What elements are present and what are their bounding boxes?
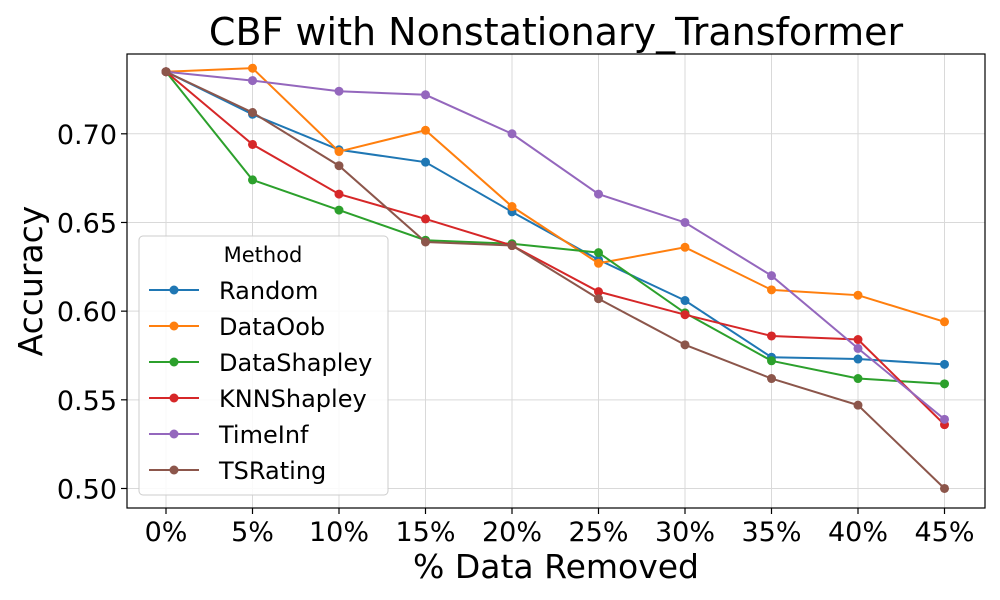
legend-item-knnshapley: KNNShapley: [149, 385, 367, 413]
data-point-timeinf: [767, 271, 776, 281]
data-point-knnshapley: [334, 189, 344, 199]
legend: Method Random DataOob DataShapley KNNShaple…: [138, 235, 389, 496]
data-point-timeinf: [594, 189, 603, 199]
data-point-timeinf: [940, 414, 949, 424]
chart-title: CBF with Nonstationary_Transformer: [209, 10, 904, 54]
series-tsrating: [161, 67, 949, 493]
x-tick-label: 35%: [741, 517, 801, 548]
data-point-timeinf: [507, 129, 517, 139]
legend-label: DataShapley: [219, 349, 372, 377]
legend-item-tsrating: TSRating: [149, 457, 326, 485]
data-point-timeinf: [680, 217, 690, 227]
data-point-datashapley: [594, 248, 603, 258]
data-point-knnshapley: [248, 139, 257, 149]
x-tick-label: 15%: [395, 517, 455, 548]
series-line-knnshapley: [165, 70, 946, 426]
x-axis-label: % Data Removed: [413, 547, 699, 586]
data-point-random: [680, 296, 690, 306]
y-tick-label: 0.65: [57, 208, 117, 239]
data-point-random: [853, 354, 863, 364]
x-tick-label: 30%: [655, 517, 715, 548]
legend-title: Method: [224, 243, 303, 267]
y-axis-label: Accuracy: [11, 206, 50, 357]
data-point-tsrating: [248, 108, 257, 118]
x-axis-ticks: 0% 5% 10% 15% 20% 25% 30% 35% 40% 45%: [145, 508, 975, 548]
data-point-timeinf: [853, 343, 863, 353]
legend-item-random: Random: [149, 277, 318, 305]
data-point-datashapley: [853, 374, 863, 384]
legend-label: KNNShapley: [219, 385, 367, 413]
x-tick-label: 25%: [568, 517, 628, 548]
y-tick-label: 0.55: [57, 386, 117, 417]
data-point-tsrating: [940, 483, 949, 493]
data-point-random: [421, 157, 430, 167]
data-point-datashapley: [767, 356, 776, 366]
legend-swatch-marker: [169, 285, 179, 295]
legend-item-datashapley: DataShapley: [149, 349, 372, 377]
series-line-dataoob: [165, 67, 945, 323]
legend-item-dataoob: DataOob: [149, 313, 325, 341]
data-point-knnshapley: [594, 287, 603, 297]
series-line-tsrating: [165, 70, 946, 490]
x-tick-label: 5%: [231, 517, 274, 548]
data-point-knnshapley: [421, 214, 430, 224]
legend-swatch-marker: [169, 429, 179, 439]
data-point-dataoob: [767, 285, 776, 295]
data-point-timeinf: [421, 90, 430, 100]
data-point-datashapley: [334, 205, 344, 215]
legend-label: Random: [219, 277, 318, 305]
legend-item-timeinf: TimeInf: [149, 421, 309, 449]
x-tick-label: 45%: [914, 517, 974, 548]
data-point-tsrating: [767, 374, 776, 384]
data-point-knnshapley: [853, 335, 863, 345]
legend-label: DataOob: [219, 313, 325, 341]
legend-label: TSRating: [218, 457, 326, 485]
x-tick-label: 20%: [482, 517, 542, 548]
data-point-timeinf: [334, 86, 344, 96]
series-line-datashapley: [165, 71, 945, 385]
series-layer: [161, 63, 949, 493]
data-point-knnshapley: [680, 310, 690, 320]
data-point-tsrating: [161, 67, 171, 77]
data-point-dataoob: [507, 202, 517, 212]
data-point-tsrating: [421, 237, 430, 247]
data-point-datashapley: [248, 175, 257, 185]
data-point-dataoob: [680, 242, 690, 252]
data-point-tsrating: [853, 400, 863, 410]
series-line-timeinf: [165, 70, 946, 421]
x-tick-label: 40%: [828, 517, 888, 548]
y-tick-label: 0.70: [57, 120, 117, 151]
x-tick-label: 0%: [145, 517, 188, 548]
data-point-dataoob: [248, 63, 257, 73]
x-tick-label: 10%: [309, 517, 369, 548]
y-tick-label: 0.50: [57, 474, 117, 505]
legend-box: [138, 235, 389, 496]
data-point-random: [940, 359, 949, 369]
legend-swatch-marker: [169, 393, 179, 403]
y-axis-ticks: 0.50 0.55 0.60 0.65 0.70: [57, 120, 127, 505]
legend-swatch-marker: [169, 321, 179, 331]
data-point-timeinf: [248, 76, 257, 86]
data-point-dataoob: [853, 290, 863, 300]
data-point-tsrating: [594, 294, 603, 304]
y-tick-label: 0.60: [57, 297, 117, 328]
data-point-datashapley: [940, 379, 949, 389]
data-point-tsrating: [680, 340, 690, 350]
plot-frame: [126, 53, 986, 509]
data-point-dataoob: [940, 317, 949, 327]
data-point-tsrating: [507, 241, 517, 251]
legend-swatch-marker: [169, 357, 179, 367]
legend-swatch-marker: [169, 465, 179, 475]
data-point-dataoob: [594, 258, 603, 268]
data-point-dataoob: [334, 147, 344, 157]
data-point-dataoob: [421, 125, 430, 135]
data-point-tsrating: [334, 161, 344, 171]
legend-label: TimeInf: [218, 421, 309, 449]
data-point-knnshapley: [767, 331, 776, 341]
